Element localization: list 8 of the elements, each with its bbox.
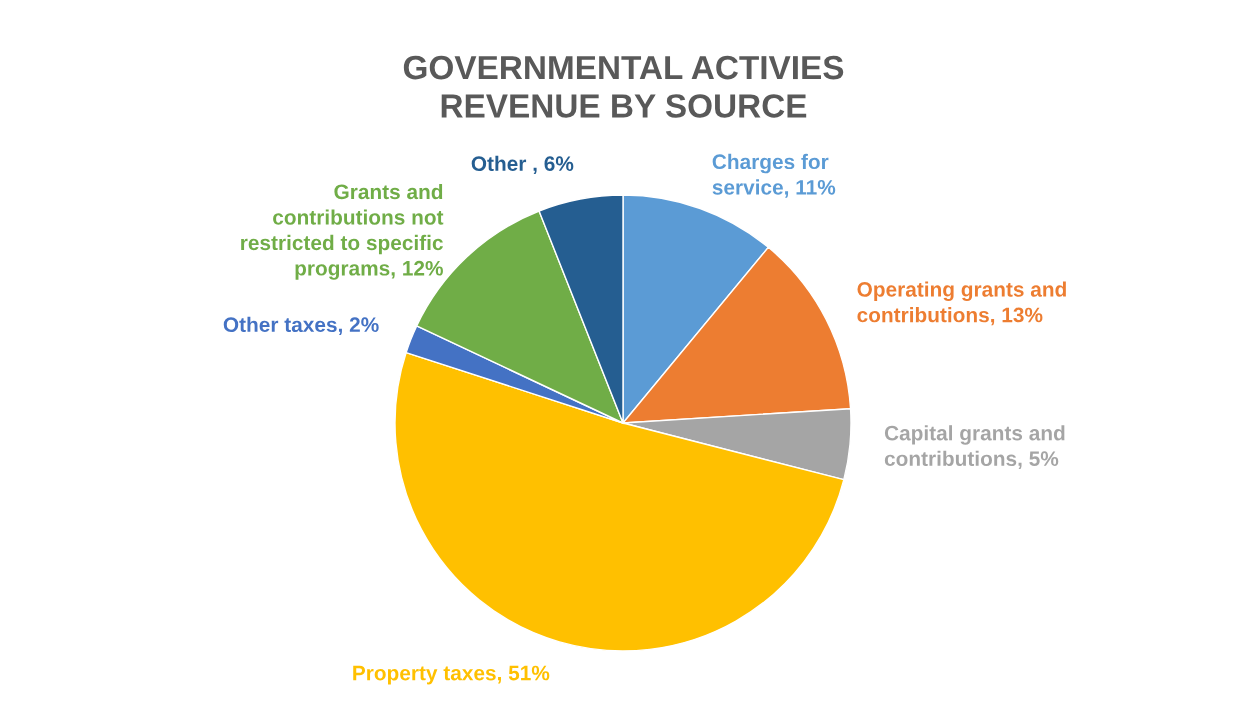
chart-title: GOVERNMENTAL ACTIVIES REVENUE BY SOURCE <box>403 55 844 118</box>
slice-label: Property taxes, 51% <box>353 665 550 685</box>
slice-label: Other , 6% <box>471 155 574 175</box>
slice-label: Other taxes, 2% <box>223 316 379 336</box>
slice-label: Grants and contributions not restricted to specific programs, 12% <box>241 183 444 280</box>
slice-label: Operating grants and contributions, 13% <box>857 281 1066 326</box>
slice-label: Capital grants and contributions, 5% <box>884 425 1065 470</box>
slice-label: Charges for service, 11% <box>712 153 836 198</box>
